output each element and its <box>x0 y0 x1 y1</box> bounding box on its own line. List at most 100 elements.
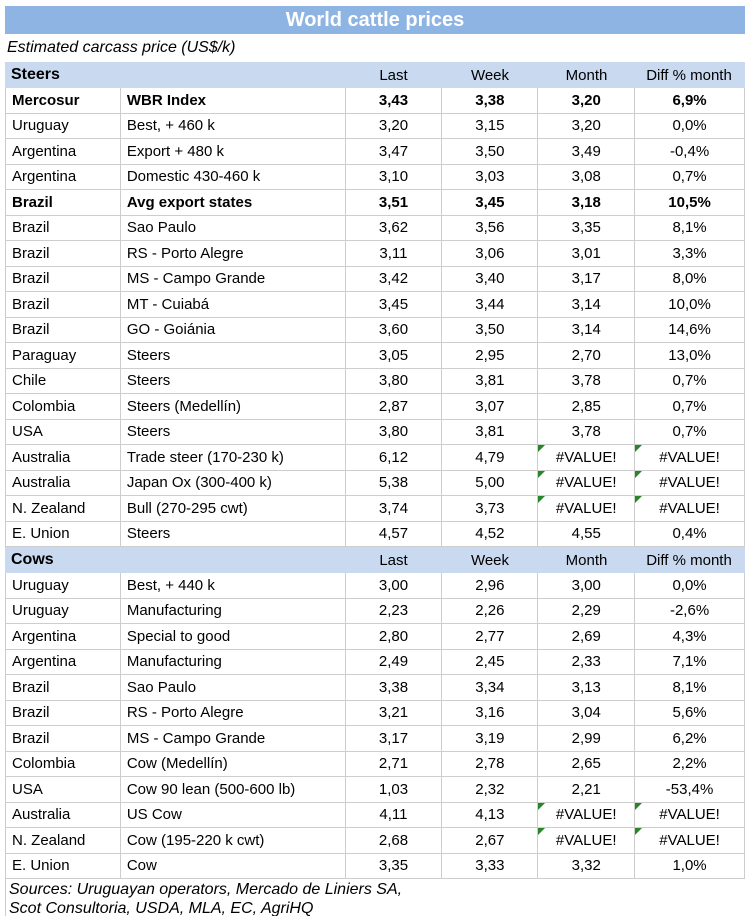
week-cell: 3,38 <box>442 88 539 113</box>
diff-cell: -53,4% <box>635 777 745 802</box>
last-cell: 4,11 <box>346 802 443 827</box>
item-cell: Best, + 440 k <box>121 573 346 598</box>
last-cell: 6,12 <box>346 445 443 470</box>
week-cell: 2,96 <box>442 573 539 598</box>
month-cell: 2,33 <box>538 649 636 674</box>
week-cell: 4,52 <box>442 521 539 546</box>
region-cell: Brazil <box>6 700 121 725</box>
month-cell: 2,65 <box>538 751 636 776</box>
region-cell: Argentina <box>6 624 121 649</box>
table-row: Uruguay Best, + 440 k 3,00 2,96 3,00 0,0… <box>5 573 745 599</box>
week-cell: 3,15 <box>442 113 539 138</box>
error-indicator-icon <box>538 828 546 835</box>
month-cell: 3,78 <box>538 368 636 393</box>
table-row: N. Zealand Bull (270-295 cwt) 3,74 3,73 … <box>5 496 745 522</box>
last-cell: 2,71 <box>346 751 443 776</box>
last-cell: 1,03 <box>346 777 443 802</box>
month-cell: 3,00 <box>538 573 636 598</box>
month-cell: 3,35 <box>538 215 636 240</box>
region-cell: Brazil <box>6 215 121 240</box>
region-cell: Brazil <box>6 241 121 266</box>
last-cell: 3,80 <box>346 419 443 444</box>
subtitle: Estimated carcass price (US$/k) <box>7 39 236 56</box>
item-cell: Steers (Medellín) <box>121 394 346 419</box>
column-header: Month <box>565 66 608 84</box>
table-row: Australia Trade steer (170-230 k) 6,12 4… <box>5 445 745 471</box>
last-cell: 2,87 <box>346 394 443 419</box>
last-cell: 3,21 <box>346 700 443 725</box>
table-row: Colombia Steers (Medellín) 2,87 3,07 2,8… <box>5 394 745 420</box>
week-cell: 3,16 <box>442 700 539 725</box>
table-row: Colombia Cow (Medellín) 2,71 2,78 2,65 2… <box>5 751 745 777</box>
region-cell: Colombia <box>6 394 121 419</box>
diff-cell: 0,0% <box>635 113 745 138</box>
diff-cell: 0,0% <box>635 573 745 598</box>
diff-cell: #VALUE! <box>635 470 745 495</box>
item-cell: MT - Cuiabá <box>121 292 346 317</box>
item-cell: Manufacturing <box>121 598 346 623</box>
diff-cell: 1,0% <box>635 853 745 878</box>
diff-cell: 14,6% <box>635 317 745 342</box>
last-cell: 2,68 <box>346 828 443 853</box>
week-cell: 4,79 <box>442 445 539 470</box>
item-cell: Steers <box>121 368 346 393</box>
week-cell: 3,07 <box>442 394 539 419</box>
week-cell: 2,95 <box>442 343 539 368</box>
table-row: Argentina Export + 480 k 3,47 3,50 3,49 … <box>5 139 745 165</box>
diff-cell: 3,3% <box>635 241 745 266</box>
table-row: Argentina Manufacturing 2,49 2,45 2,33 7… <box>5 649 745 675</box>
diff-cell: 6,9% <box>635 88 745 113</box>
region-cell: Australia <box>6 470 121 495</box>
month-cell: 4,55 <box>538 521 636 546</box>
item-cell: Manufacturing <box>121 649 346 674</box>
diff-cell: #VALUE! <box>635 802 745 827</box>
month-cell: 3,14 <box>538 292 636 317</box>
region-cell: Uruguay <box>6 113 121 138</box>
table-row: Brazil MT - Cuiabá 3,45 3,44 3,14 10,0% <box>5 292 745 318</box>
region-cell: Brazil <box>6 317 121 342</box>
last-cell: 3,35 <box>346 853 443 878</box>
month-cell: 2,21 <box>538 777 636 802</box>
week-cell: 5,00 <box>442 470 539 495</box>
sources-footer: Sources: Uruguayan operators, Mercado de… <box>5 879 745 916</box>
last-cell: 2,80 <box>346 624 443 649</box>
cattle-prices-table: Steers Last Week Month Diff % month Merc… <box>5 62 745 879</box>
section-header-row: Cows Last Week Month Diff % month <box>5 547 745 573</box>
week-cell: 4,13 <box>442 802 539 827</box>
diff-cell: 7,1% <box>635 649 745 674</box>
diff-cell: 13,0% <box>635 343 745 368</box>
diff-cell: #VALUE! <box>635 496 745 521</box>
item-cell: Bull (270-295 cwt) <box>121 496 346 521</box>
month-cell: 3,20 <box>538 113 636 138</box>
diff-cell: 0,7% <box>635 394 745 419</box>
table-row: Brazil MS - Campo Grande 3,17 3,19 2,99 … <box>5 726 745 752</box>
table-row: Brazil Sao Paulo 3,62 3,56 3,35 8,1% <box>5 215 745 241</box>
week-cell: 3,81 <box>442 419 539 444</box>
month-cell: #VALUE! <box>538 802 636 827</box>
table-row: Brazil MS - Campo Grande 3,42 3,40 3,17 … <box>5 266 745 292</box>
column-header: Last <box>379 551 408 569</box>
diff-cell: 10,5% <box>635 190 745 215</box>
last-cell: 3,00 <box>346 573 443 598</box>
region-cell: Uruguay <box>6 598 121 623</box>
week-cell: 3,56 <box>442 215 539 240</box>
section-header-row: Steers Last Week Month Diff % month <box>5 62 745 88</box>
month-cell: 3,04 <box>538 700 636 725</box>
table-row: E. Union Steers 4,57 4,52 4,55 0,4% <box>5 521 745 547</box>
week-cell: 2,77 <box>442 624 539 649</box>
item-cell: Japan Ox (300-400 k) <box>121 470 346 495</box>
error-indicator-icon <box>635 802 643 810</box>
region-cell: Brazil <box>6 190 121 215</box>
month-cell: 3,13 <box>538 675 636 700</box>
table-row: Australia Japan Ox (300-400 k) 5,38 5,00… <box>5 470 745 496</box>
diff-cell: 0,4% <box>635 521 745 546</box>
region-cell: Brazil <box>6 675 121 700</box>
column-header: Diff % month <box>646 551 732 569</box>
item-cell: Cow (195-220 k cwt) <box>121 828 346 853</box>
diff-cell: 10,0% <box>635 292 745 317</box>
region-cell: Uruguay <box>6 573 121 598</box>
error-indicator-icon <box>635 828 643 835</box>
month-cell: 3,17 <box>538 266 636 291</box>
diff-cell: 8,1% <box>635 215 745 240</box>
week-cell: 3,34 <box>442 675 539 700</box>
